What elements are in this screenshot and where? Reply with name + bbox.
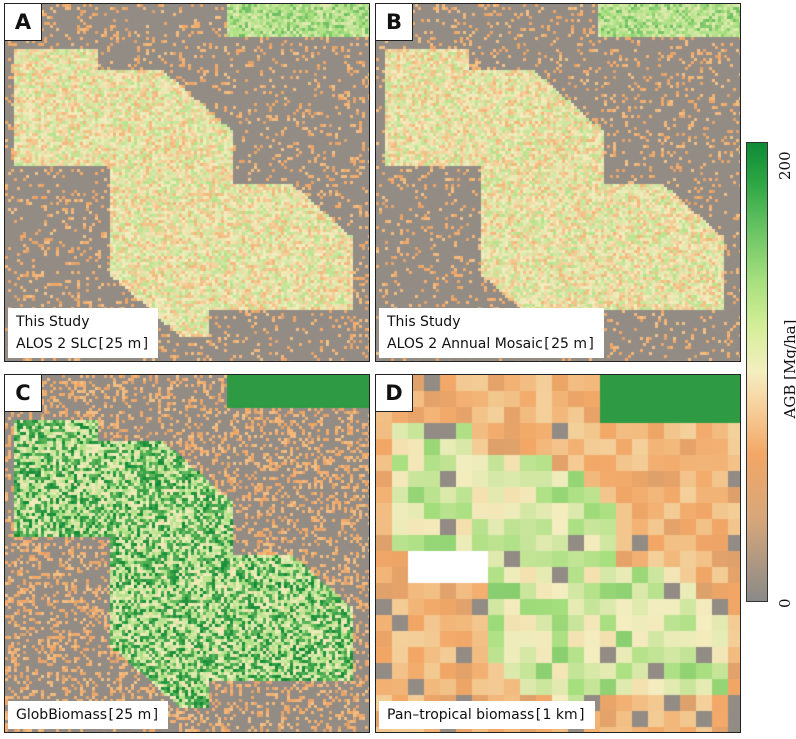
panel-caption: This Study ALOS 2 Annual Mosaic [ 25 m ] xyxy=(379,308,604,358)
colorbar xyxy=(746,142,768,602)
colorbar-title: AGB [Mg/ha] xyxy=(781,319,796,419)
caption-line-2: ALOS 2 Annual Mosaic [ 25 m ] xyxy=(387,336,594,352)
panel-a: A This Study ALOS 2 SLC [ 25 m ] xyxy=(4,3,370,362)
panel-b: B This Study ALOS 2 Annual Mosaic [ 25 m… xyxy=(375,3,741,362)
panel-letter: B xyxy=(376,4,413,41)
panel-letter: C xyxy=(5,375,42,412)
caption-line-1: GlobBiomass [ 25 m ] xyxy=(16,707,159,723)
caption-line-1: This Study xyxy=(387,314,461,330)
colorbar-min-label: 0 xyxy=(776,598,794,608)
map-c-image xyxy=(5,375,369,732)
panel-letter: D xyxy=(376,375,413,412)
panel-caption: GlobBiomass [ 25 m ] xyxy=(8,701,169,729)
map-b-image xyxy=(376,4,740,361)
panel-letter: A xyxy=(5,4,42,41)
caption-line-1: Pan–tropical biomass [ 1 km ] xyxy=(387,707,585,723)
caption-line-2: ALOS 2 SLC [ 25 m ] xyxy=(16,336,149,352)
caption-line-1: This Study xyxy=(16,314,90,330)
panel-caption: Pan–tropical biomass [ 1 km ] xyxy=(379,701,595,729)
panel-caption: This Study ALOS 2 SLC [ 25 m ] xyxy=(8,308,159,358)
panel-c: C GlobBiomass [ 25 m ] xyxy=(4,374,370,733)
colorbar-max-label: 200 xyxy=(776,151,794,180)
panel-d: D Pan–tropical biomass [ 1 km ] xyxy=(375,374,741,733)
map-a-image xyxy=(5,4,369,361)
map-d-image xyxy=(376,375,740,732)
